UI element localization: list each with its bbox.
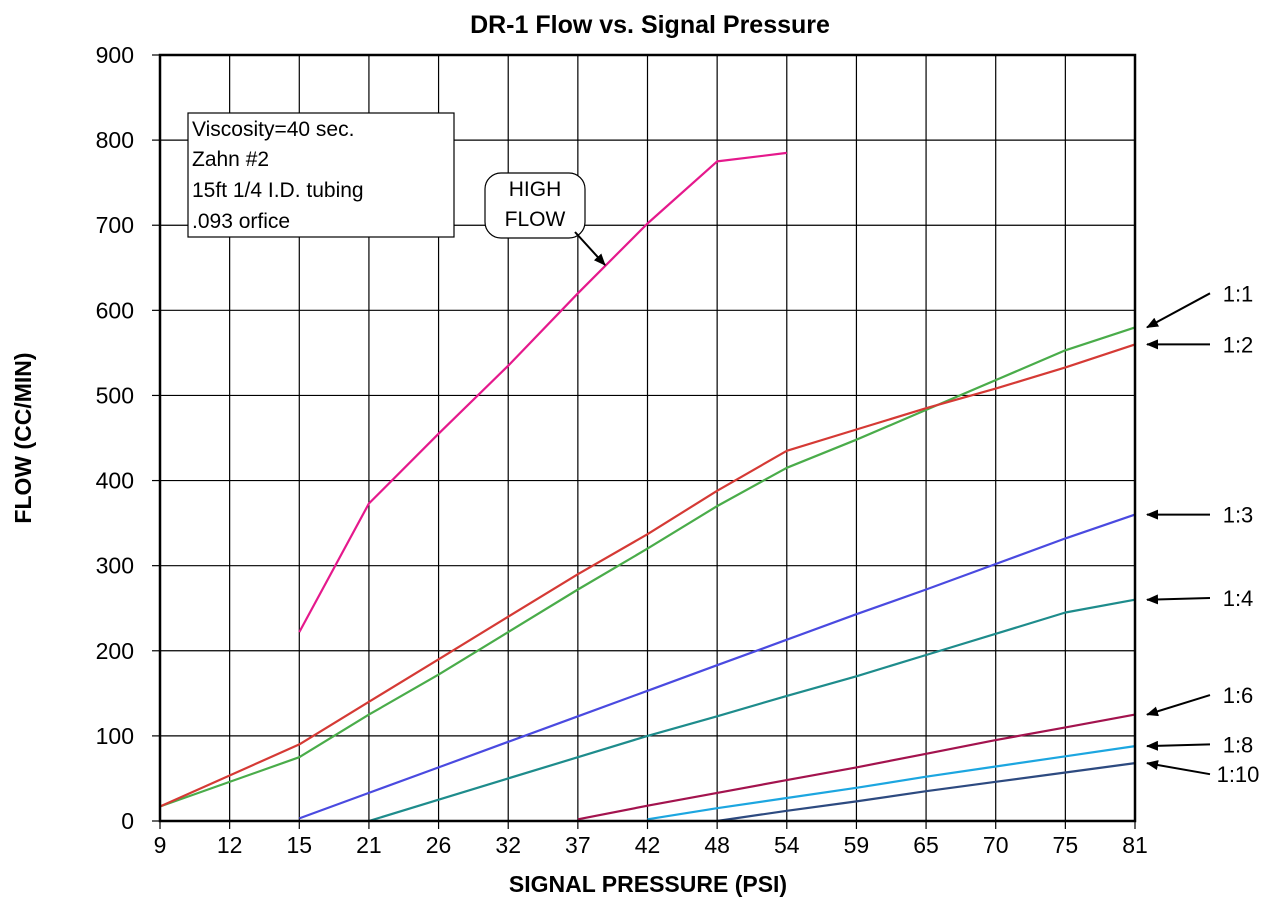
annotation-line: Viscosity=40 sec. (192, 118, 354, 141)
series-line (716, 762, 1136, 823)
series-line (298, 151, 787, 633)
y-axis-label: FLOW (CC/MIN) (10, 352, 36, 523)
x-tick-label: 32 (495, 832, 521, 858)
x-tick-label: 75 (1053, 832, 1079, 858)
series-line (647, 745, 1136, 821)
series-layer (159, 151, 1136, 823)
series-label: 1:8 (1223, 732, 1254, 757)
x-tick-label: 54 (774, 832, 800, 858)
x-tick-labels: 9 12 15 21 26 32 37 42 48 54 59 65 70 75 81 (154, 821, 1148, 858)
series-label-arrow (1146, 594, 1211, 605)
x-tick-label: 9 (154, 832, 167, 858)
x-axis-label: SIGNAL PRESSURE (PSI) (509, 871, 787, 897)
y-tick-label: 200 (96, 638, 134, 664)
x-tick-label: 21 (356, 832, 382, 858)
series-label: 1:3 (1223, 503, 1254, 528)
x-tick-label: 26 (426, 832, 452, 858)
x-tick-label: 70 (983, 832, 1009, 858)
y-tick-label: 500 (96, 382, 134, 408)
annotation-line: Zahn #2 (192, 148, 269, 171)
annotation-box: Viscosity=40 sec. Zahn #2 15ft 1/4 I.D. … (187, 112, 455, 238)
high-flow-label: HIGH (509, 178, 562, 201)
annotation-line: 15ft 1/4 I.D. tubing (192, 179, 364, 202)
series-label-arrow (1146, 292, 1211, 329)
series-label: 1:2 (1223, 332, 1254, 357)
series-line (577, 713, 1136, 821)
y-tick-label: 600 (96, 297, 134, 323)
high-flow-arrow (574, 231, 606, 266)
y-tick-label: 100 (96, 723, 134, 749)
y-tick-label: 800 (96, 127, 134, 153)
chart-title: DR-1 Flow vs. Signal Pressure (470, 11, 830, 39)
x-tick-label: 12 (217, 832, 243, 858)
series-label-arrow (1146, 740, 1211, 751)
series-line (159, 326, 1136, 808)
high-flow-label: FLOW (505, 208, 566, 231)
series-label: 1:4 (1223, 586, 1254, 611)
series-label: 1:10 (1217, 762, 1260, 787)
series-label: 1:6 (1223, 683, 1254, 708)
series-label-arrow (1146, 760, 1211, 776)
y-tick-label: 400 (96, 468, 134, 494)
x-tick-label: 81 (1122, 832, 1148, 858)
series-line (298, 513, 1136, 820)
ratio-labels: 1:1 1:2 1:3 1:4 1:6 1:8 1:10 (1146, 281, 1260, 787)
series-label-arrow (1146, 694, 1211, 717)
x-tick-label: 65 (913, 832, 939, 858)
x-tick-label: 15 (286, 832, 312, 858)
x-tick-label: 48 (704, 832, 730, 858)
y-tick-label: 900 (96, 42, 134, 68)
y-tick-label: 0 (121, 808, 134, 834)
series-line (159, 343, 1136, 808)
series-line (368, 598, 1136, 823)
x-tick-label: 59 (844, 832, 870, 858)
y-tick-label: 300 (96, 553, 134, 579)
annotation-line: .093 orfice (192, 210, 290, 233)
y-tick-label: 700 (96, 212, 134, 238)
x-tick-label: 37 (565, 832, 591, 858)
y-tick-labels: 0 100 200 300 400 500 600 700 800 900 (96, 42, 160, 834)
series-label: 1:1 (1223, 281, 1254, 306)
high-flow-callout: HIGH FLOW (484, 172, 606, 266)
x-tick-label: 42 (635, 832, 661, 858)
